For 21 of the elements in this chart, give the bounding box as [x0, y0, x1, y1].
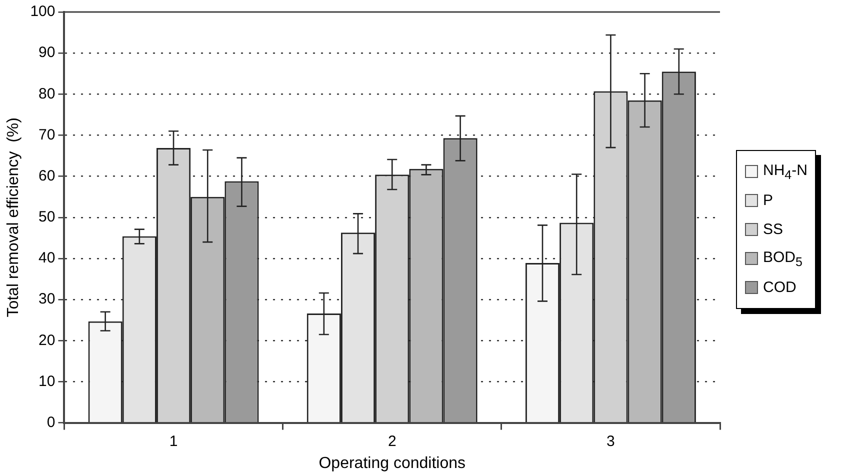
y-tick-label: 60	[38, 167, 56, 184]
y-tick-label: 90	[38, 44, 56, 62]
legend-label: P	[763, 192, 774, 209]
y-axis-title: Total removal efficiency (%)	[5, 118, 22, 318]
x-tick-label: 2	[388, 432, 396, 450]
legend-label: NH$_{4}$-N	[763, 162, 808, 182]
x-tick-label: 3	[606, 432, 615, 450]
legend-label: BOD$_{5}$	[763, 248, 802, 268]
x-axis-title: Operating conditions	[318, 454, 466, 472]
y-tick-label: 0	[46, 414, 56, 431]
y-tick-label: 10	[38, 372, 56, 390]
legend-label: COD	[763, 279, 796, 296]
y-tick-label: 40	[38, 250, 56, 267]
y-tick-label: 100	[30, 3, 56, 20]
y-tick-label: 30	[38, 290, 56, 308]
y-tick-label: 50	[38, 208, 56, 226]
y-tick-label: 20	[38, 332, 56, 349]
y-tick-label: 70	[38, 126, 56, 144]
legend-label: SS	[763, 221, 784, 238]
y-tick-label: 80	[38, 85, 56, 102]
x-tick-label: 1	[169, 432, 178, 450]
